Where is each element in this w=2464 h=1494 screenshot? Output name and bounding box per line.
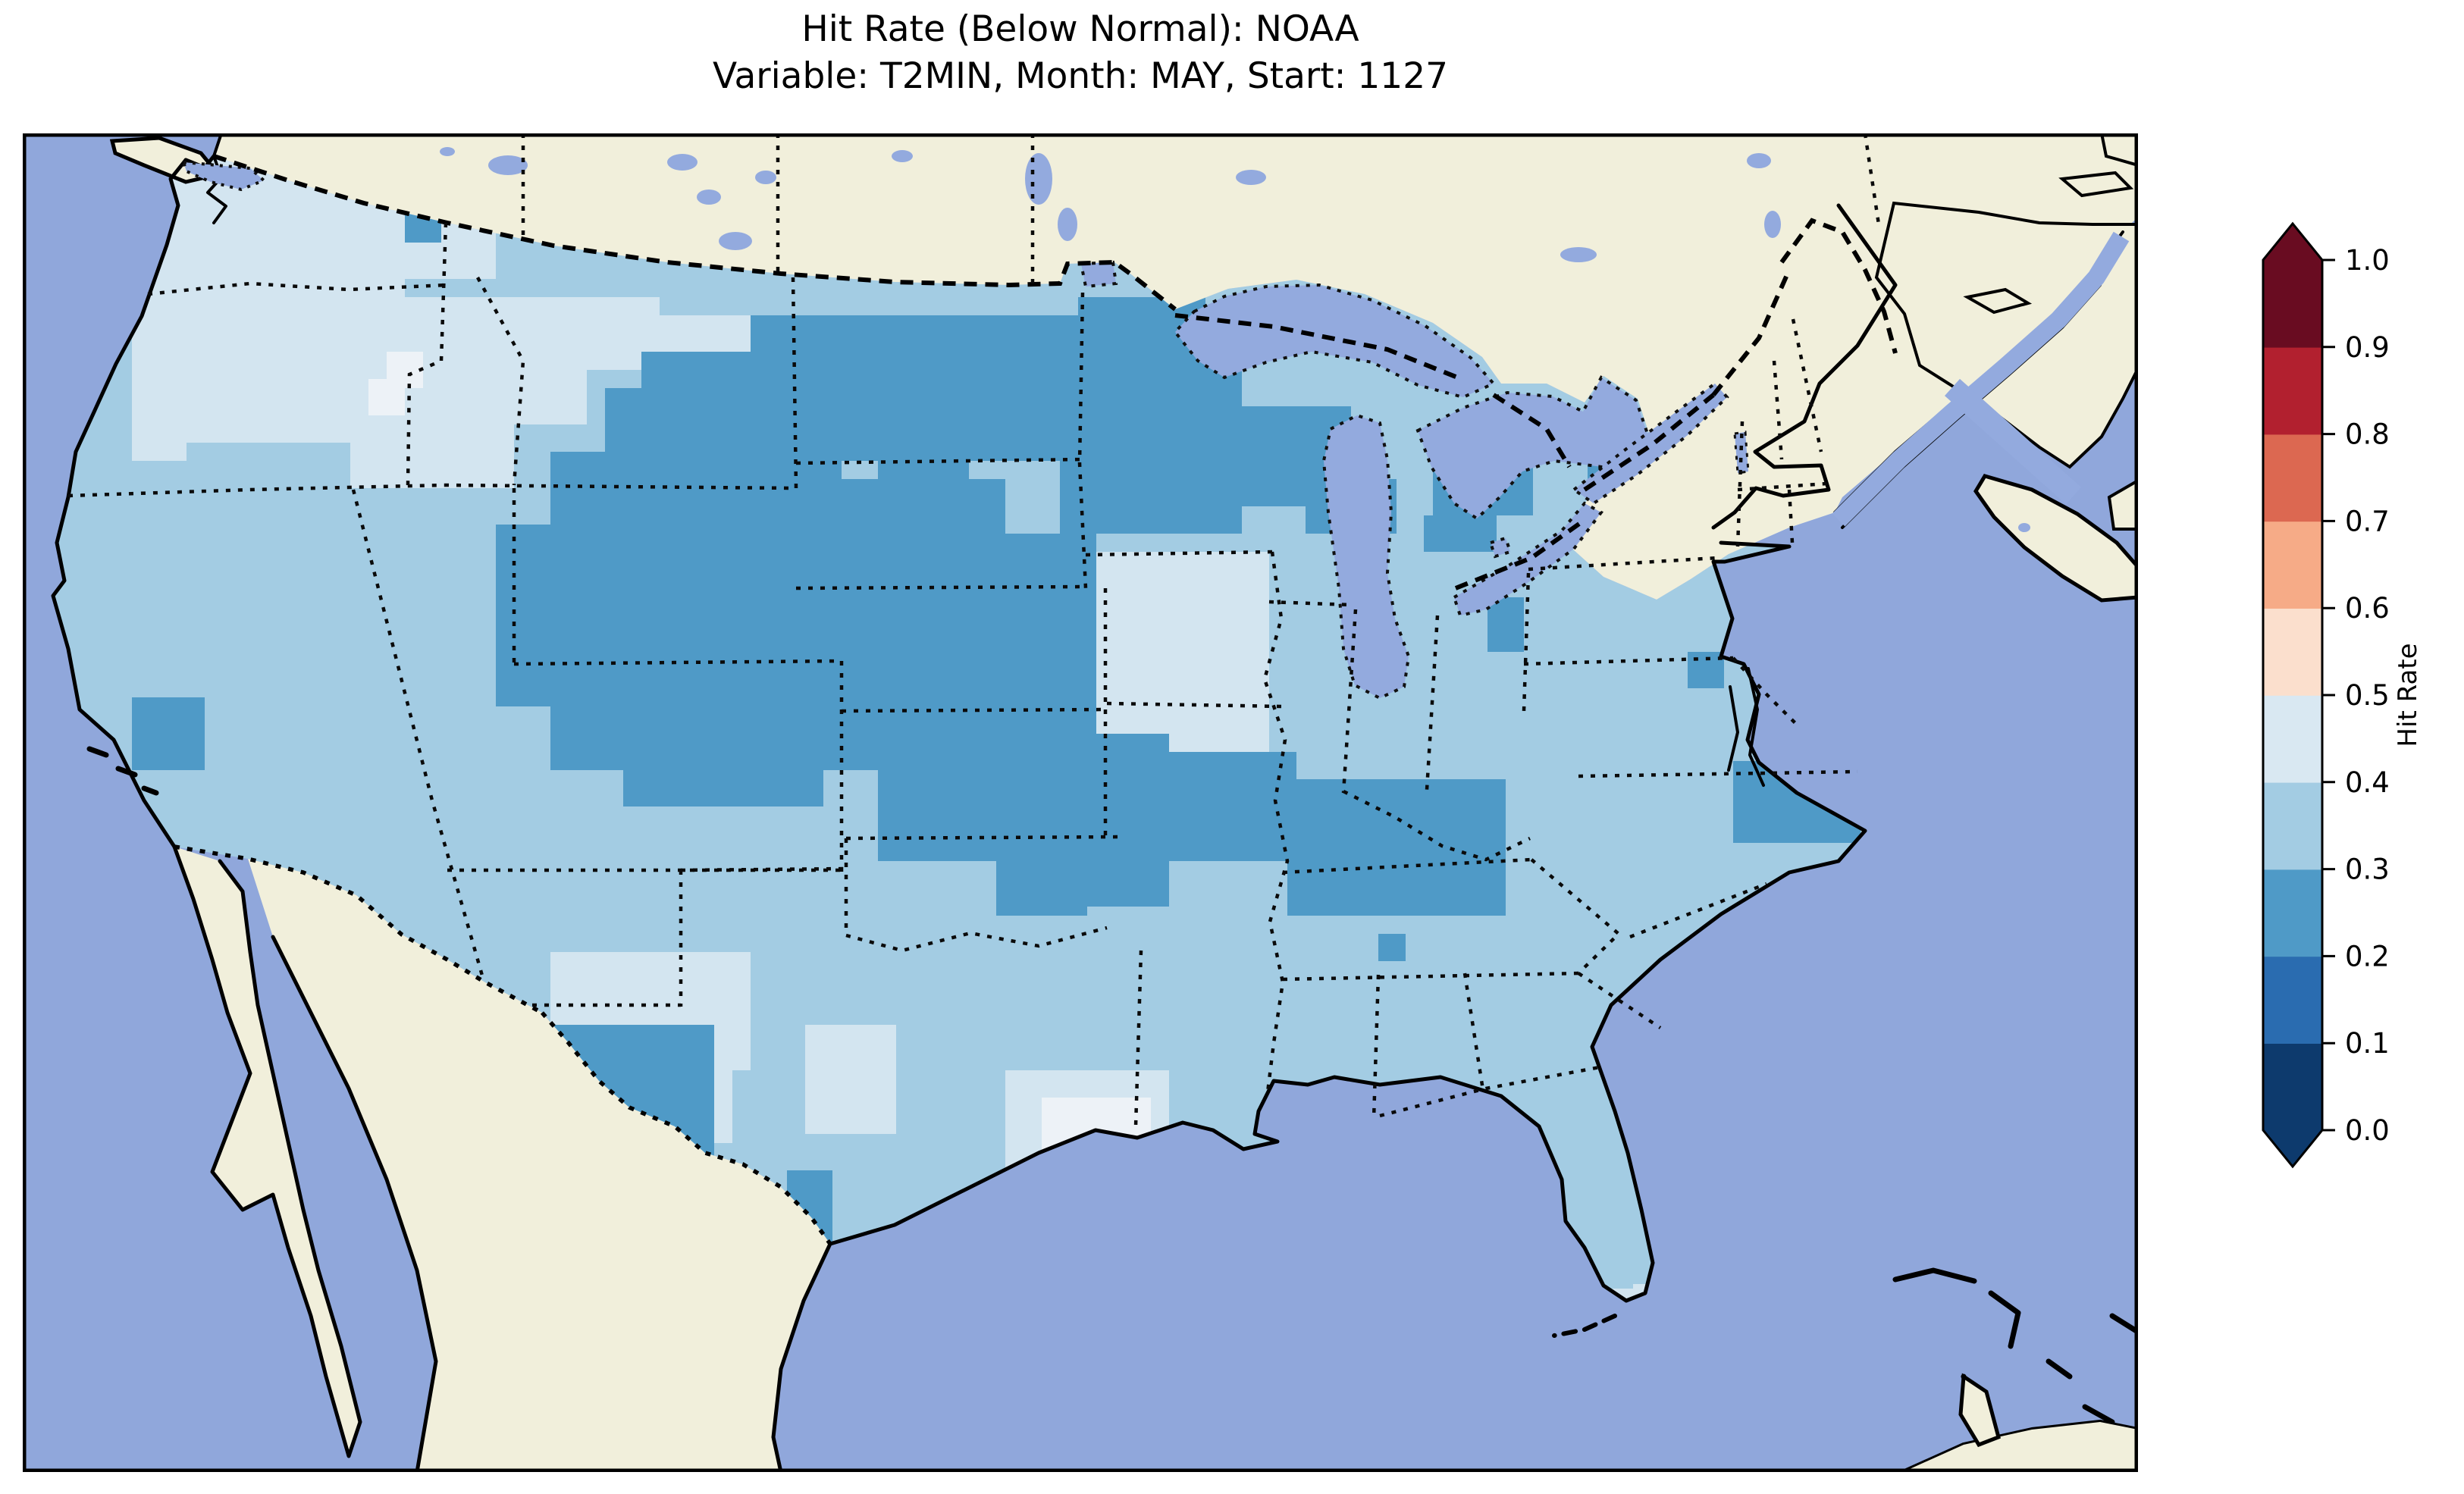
colorbar-tick-label: 0.6 bbox=[2345, 592, 2390, 625]
cells-dark bbox=[132, 206, 1861, 1243]
colorbar-tick-label: 0.0 bbox=[2345, 1114, 2390, 1147]
colorbar-tick-label: 0.5 bbox=[2345, 679, 2390, 712]
colorbar-tick-label: 0.3 bbox=[2345, 853, 2390, 886]
mexico-land bbox=[174, 847, 830, 1472]
colorbar-bins bbox=[2263, 260, 2322, 1131]
st-lawrence-river bbox=[1832, 231, 2130, 527]
lake-michigan bbox=[1321, 413, 1411, 700]
us-hit-rate-map bbox=[23, 133, 2138, 1472]
map-frame bbox=[23, 133, 2138, 1472]
colorbar-arrow-over bbox=[2263, 224, 2322, 260]
lake-superior bbox=[1173, 283, 1497, 399]
colorbar-tick-label: 0.1 bbox=[2345, 1027, 2390, 1060]
hit-rate-cells bbox=[132, 156, 1861, 1301]
country-borders bbox=[174, 154, 1898, 1245]
page-subtitle: Variable: T2MIN, Month: MAY, Start: 1127 bbox=[712, 55, 1449, 97]
colorbar-tick-label: 0.4 bbox=[2345, 766, 2390, 799]
cuba-land bbox=[1903, 1422, 2138, 1472]
strait-juan-de-fuca bbox=[181, 160, 267, 192]
colorbar-tick-label: 0.9 bbox=[2345, 331, 2390, 364]
andros-island bbox=[1958, 1373, 2001, 1448]
lake-erie bbox=[1452, 501, 1603, 618]
lake-of-the-woods bbox=[1079, 260, 1118, 289]
colorbar: 1.0 0.9 0.8 0.7 0.6 0.5 0.4 0.3 0.2 0.1 0.0 Hit Rat… bbox=[2225, 212, 2464, 1190]
cells-light bbox=[132, 156, 1660, 1301]
colorbar-arrow-under bbox=[2263, 1130, 2322, 1167]
canada-land bbox=[109, 133, 2138, 603]
colorbar-tick-label: 0.8 bbox=[2345, 418, 2390, 451]
colorbar-axis-label: Hit Rate bbox=[2393, 643, 2423, 747]
state-borders bbox=[67, 133, 1881, 1127]
page-title: Hit Rate (Below Normal): NOAA bbox=[801, 8, 1359, 50]
lake-st-clair bbox=[1488, 536, 1513, 559]
colorbar-tick-label: 0.7 bbox=[2345, 505, 2390, 537]
lake-huron bbox=[1415, 375, 1652, 521]
colorbar-tick-label: 0.2 bbox=[2345, 940, 2390, 973]
canada-small-lakes bbox=[440, 147, 2030, 532]
bay-of-fundy bbox=[1944, 378, 2081, 505]
great-lakes bbox=[181, 160, 1750, 700]
lake-champlain bbox=[1733, 431, 1750, 475]
title-block: Hit Rate (Below Normal): NOAA Variable: … bbox=[23, 6, 2138, 100]
colorbar-ticks: 1.0 0.9 0.8 0.7 0.6 0.5 0.4 0.3 0.2 0.1 0.0 bbox=[2322, 244, 2390, 1147]
colorbar-svg: 1.0 0.9 0.8 0.7 0.6 0.5 0.4 0.3 0.2 0.1 0.0 Hit Rat… bbox=[2262, 221, 2423, 1169]
map-axes bbox=[23, 133, 2138, 1472]
colorbar-tick-label: 1.0 bbox=[2345, 244, 2390, 277]
